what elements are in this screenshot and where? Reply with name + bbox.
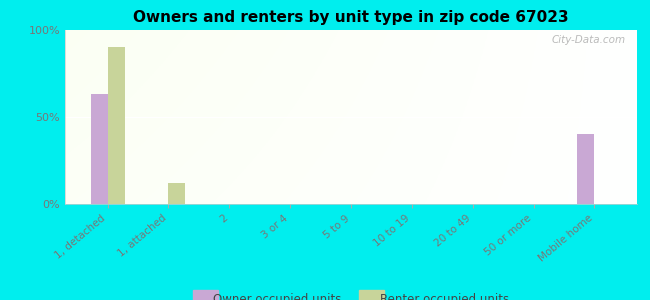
Bar [108, 47, 125, 204]
Text: City-Data.com: City-Data.com [551, 35, 625, 45]
Bar [577, 134, 594, 204]
Title: Owners and renters by unit type in zip code 67023: Owners and renters by unit type in zip c… [133, 10, 569, 25]
Legend: Owner occupied units, Renter occupied units: Owner occupied units, Renter occupied un… [188, 288, 514, 300]
Bar [168, 183, 185, 204]
Bar [90, 94, 108, 204]
